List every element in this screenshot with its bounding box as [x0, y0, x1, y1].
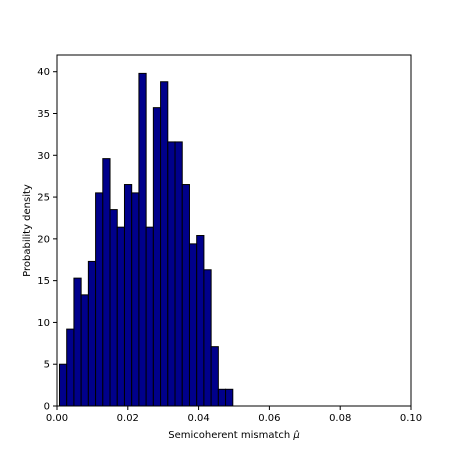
- y-tick-label: 35: [37, 109, 50, 120]
- histogram-bar: [116, 226, 125, 407]
- x-tick-label: 0.00: [46, 413, 68, 424]
- histogram-bar: [145, 226, 154, 407]
- x-axis-label-symbol: μ̂: [292, 429, 299, 441]
- histogram-bar: [102, 158, 111, 407]
- x-tick-label: 0.10: [400, 413, 422, 424]
- histogram-bar: [95, 192, 104, 407]
- y-tick-label: 5: [44, 360, 50, 371]
- y-tick-label: 15: [37, 276, 50, 287]
- histogram-bar: [188, 243, 198, 407]
- x-tick-label: 0.02: [117, 413, 139, 424]
- y-tick-label: 30: [37, 151, 50, 162]
- histogram-bar: [181, 184, 190, 407]
- histogram-bar: [225, 388, 234, 407]
- histogram-bar: [109, 209, 118, 407]
- y-tick-label: 40: [37, 67, 50, 78]
- histogram-bar: [196, 235, 205, 407]
- histogram-bar: [138, 72, 147, 407]
- y-axis-ticks: 0 5 10 15 20 25 30 35 40: [37, 67, 57, 413]
- plot-frame: [56, 54, 412, 407]
- x-axis-label-text: Semicoherent mismatch: [168, 430, 293, 441]
- x-tick-label: 0.06: [258, 413, 280, 424]
- histogram-bar: [80, 294, 89, 407]
- histogram-bar: [131, 192, 140, 407]
- y-tick-label: 25: [37, 193, 50, 204]
- histogram-bar: [210, 346, 219, 407]
- y-tick-label: 10: [37, 318, 50, 329]
- histogram-bar: [217, 388, 227, 407]
- x-tick-label: 0.08: [329, 413, 351, 424]
- histogram-bar: [174, 141, 183, 407]
- histogram-bar: [152, 107, 162, 407]
- histogram-bar: [73, 277, 82, 407]
- x-tick-label: 0.04: [187, 413, 209, 424]
- y-tick-label: 0: [44, 402, 50, 413]
- y-axis-label: Probability density: [22, 184, 33, 277]
- histogram-bar: [87, 260, 97, 407]
- y-tick-label: 20: [37, 234, 50, 245]
- histogram-bar: [203, 269, 212, 407]
- histogram-bar: [58, 363, 68, 407]
- histogram-bar: [123, 184, 133, 407]
- x-axis-ticks: 0.00 0.02 0.04 0.06 0.08 0.10: [46, 406, 422, 424]
- histogram-bar: [160, 81, 169, 407]
- x-axis-label: Semicoherent mismatch μ̂: [168, 429, 300, 441]
- histogram-bar: [66, 328, 75, 407]
- histogram-bar: [167, 141, 176, 407]
